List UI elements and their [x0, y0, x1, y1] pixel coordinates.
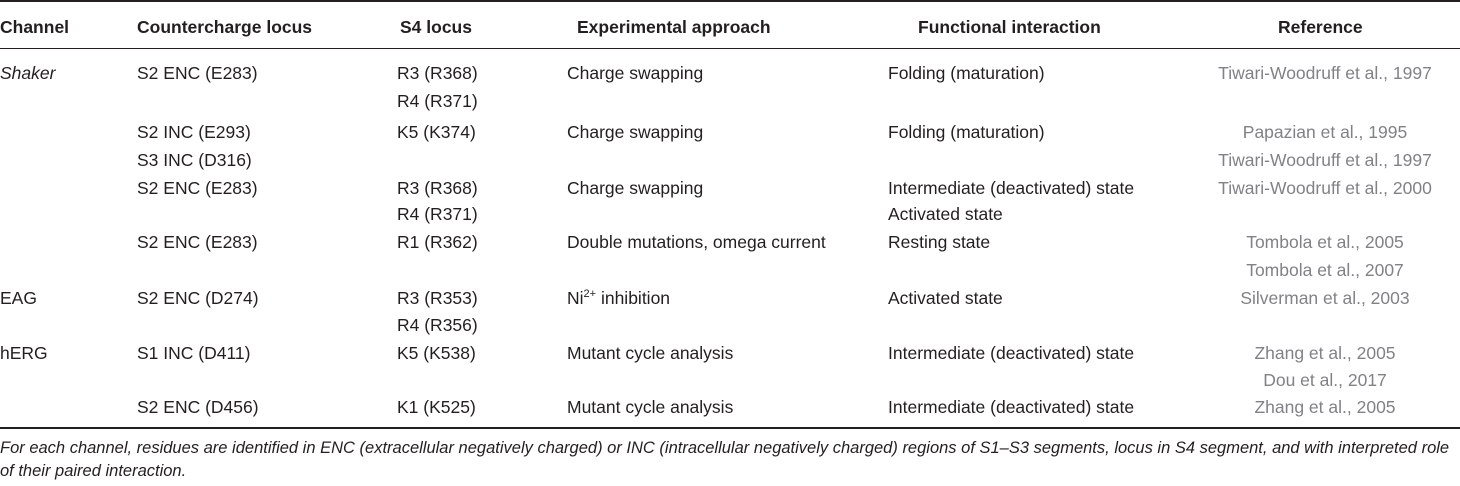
table-row: S2 ENC (E283) R1 (R362) Double mutations… — [0, 228, 1460, 256]
header-functional-interaction: Functional interaction — [918, 17, 1101, 37]
cell-s4: R4 (R371) — [397, 91, 478, 111]
cell-approach: Charge swapping — [567, 63, 704, 83]
cell-countercharge: S2 INC (E293) — [137, 122, 251, 142]
cell-interaction: Activated state — [888, 204, 1003, 224]
header-countercharge-locus: Countercharge locus — [137, 17, 313, 37]
cell-approach: Ni2+ inhibition — [567, 284, 670, 312]
table-row: R4 (R356) — [0, 311, 1460, 339]
cell-s4: K1 (K525) — [397, 397, 476, 417]
table-header-rule — [0, 48, 1460, 49]
header-experimental-approach: Experimental approach — [577, 17, 771, 37]
table-row: S3 INC (D316) Tiwari-Woodruff et al., 19… — [0, 146, 1460, 174]
cell-reference-link[interactable]: Silverman et al., 2003 — [1240, 288, 1410, 308]
cell-approach: Double mutations, omega current — [567, 232, 826, 252]
cell-channel: hERG — [0, 343, 48, 363]
cell-interaction: Intermediate (deactivated) state — [888, 397, 1135, 417]
header-s4-locus: S4 locus — [400, 17, 472, 37]
table-bottom-rule — [0, 427, 1460, 429]
cell-s4: K5 (K538) — [397, 343, 476, 363]
cell-interaction: Intermediate (deactivated) state — [888, 343, 1135, 363]
cell-countercharge: S1 INC (D411) — [137, 343, 251, 363]
table-top-rule — [0, 0, 1460, 2]
cell-reference-link[interactable]: Tombola et al., 2005 — [1246, 232, 1404, 252]
cell-approach: Mutant cycle analysis — [567, 397, 734, 417]
cell-s4: R3 (R368) — [397, 178, 478, 198]
cell-approach: Mutant cycle analysis — [567, 343, 734, 363]
table-row: Tombola et al., 2007 — [0, 256, 1460, 284]
header-channel: Channel — [0, 17, 70, 37]
cell-reference-link[interactable]: Tiwari-Woodruff et al., 2000 — [1218, 178, 1432, 198]
table-row: S2 ENC (E283) R3 (R368) Charge swapping … — [0, 174, 1460, 202]
cell-s4: R3 (R353) — [397, 288, 478, 308]
cell-reference-link[interactable]: Tombola et al., 2007 — [1246, 260, 1404, 280]
cell-countercharge: S2 ENC (D456) — [137, 397, 259, 417]
cell-reference-link[interactable]: Zhang et al., 2005 — [1254, 343, 1396, 363]
cell-interaction: Activated state — [888, 288, 1003, 308]
cell-interaction: Folding (maturation) — [888, 122, 1045, 142]
cell-countercharge: S3 INC (D316) — [137, 150, 252, 170]
cell-interaction: Resting state — [888, 232, 991, 252]
table-row: hERG S1 INC (D411) K5 (K538) Mutant cycl… — [0, 339, 1460, 367]
cell-s4: K5 (K374) — [397, 122, 476, 142]
cell-reference-link[interactable]: Zhang et al., 2005 — [1254, 397, 1396, 417]
approach-text: inhibition — [600, 288, 671, 308]
superscript-charge: 2+ — [583, 288, 597, 301]
table-row: R4 (R371) Activated state — [0, 200, 1460, 228]
table-footnote: For each channel, residues are identifie… — [0, 439, 1450, 480]
cell-reference-link[interactable]: Tiwari-Woodruff et al., 1997 — [1218, 63, 1432, 83]
cell-s4: R3 (R368) — [397, 63, 478, 83]
cell-s4: R1 (R362) — [397, 232, 478, 252]
table-row: S2 INC (E293) K5 (K374) Charge swapping … — [0, 118, 1460, 146]
cell-channel: Shaker — [0, 63, 56, 83]
cell-interaction: Intermediate (deactivated) state — [888, 178, 1135, 198]
table-row: Shaker S2 ENC (E283) R3 (R368) Charge sw… — [0, 59, 1460, 87]
cell-countercharge: S2 ENC (E283) — [137, 232, 258, 252]
cell-s4: R4 (R371) — [397, 204, 478, 224]
header-reference: Reference — [1278, 17, 1363, 37]
cell-countercharge: S2 ENC (E283) — [137, 178, 258, 198]
cell-interaction: Folding (maturation) — [888, 63, 1045, 83]
approach-prefix: Ni — [567, 288, 584, 308]
cell-reference-link[interactable]: Papazian et al., 1995 — [1242, 122, 1408, 142]
table-row: S2 ENC (D456) K1 (K525) Mutant cycle ana… — [0, 393, 1460, 421]
cell-approach: Charge swapping — [567, 122, 704, 142]
cell-reference-link[interactable]: Dou et al., 2017 — [1263, 370, 1387, 390]
cell-s4: R4 (R356) — [397, 315, 478, 335]
cell-countercharge: S2 ENC (D274) — [137, 288, 259, 308]
cell-countercharge: S2 ENC (E283) — [137, 63, 258, 83]
table-row: EAG S2 ENC (D274) R3 (R353) Ni2+ inhibit… — [0, 284, 1460, 312]
cell-channel: EAG — [0, 288, 37, 308]
cell-approach: Charge swapping — [567, 178, 704, 198]
table-row: Dou et al., 2017 — [0, 366, 1460, 394]
table-row: R4 (R371) — [0, 87, 1460, 115]
cell-reference-link[interactable]: Tiwari-Woodruff et al., 1997 — [1218, 150, 1432, 170]
